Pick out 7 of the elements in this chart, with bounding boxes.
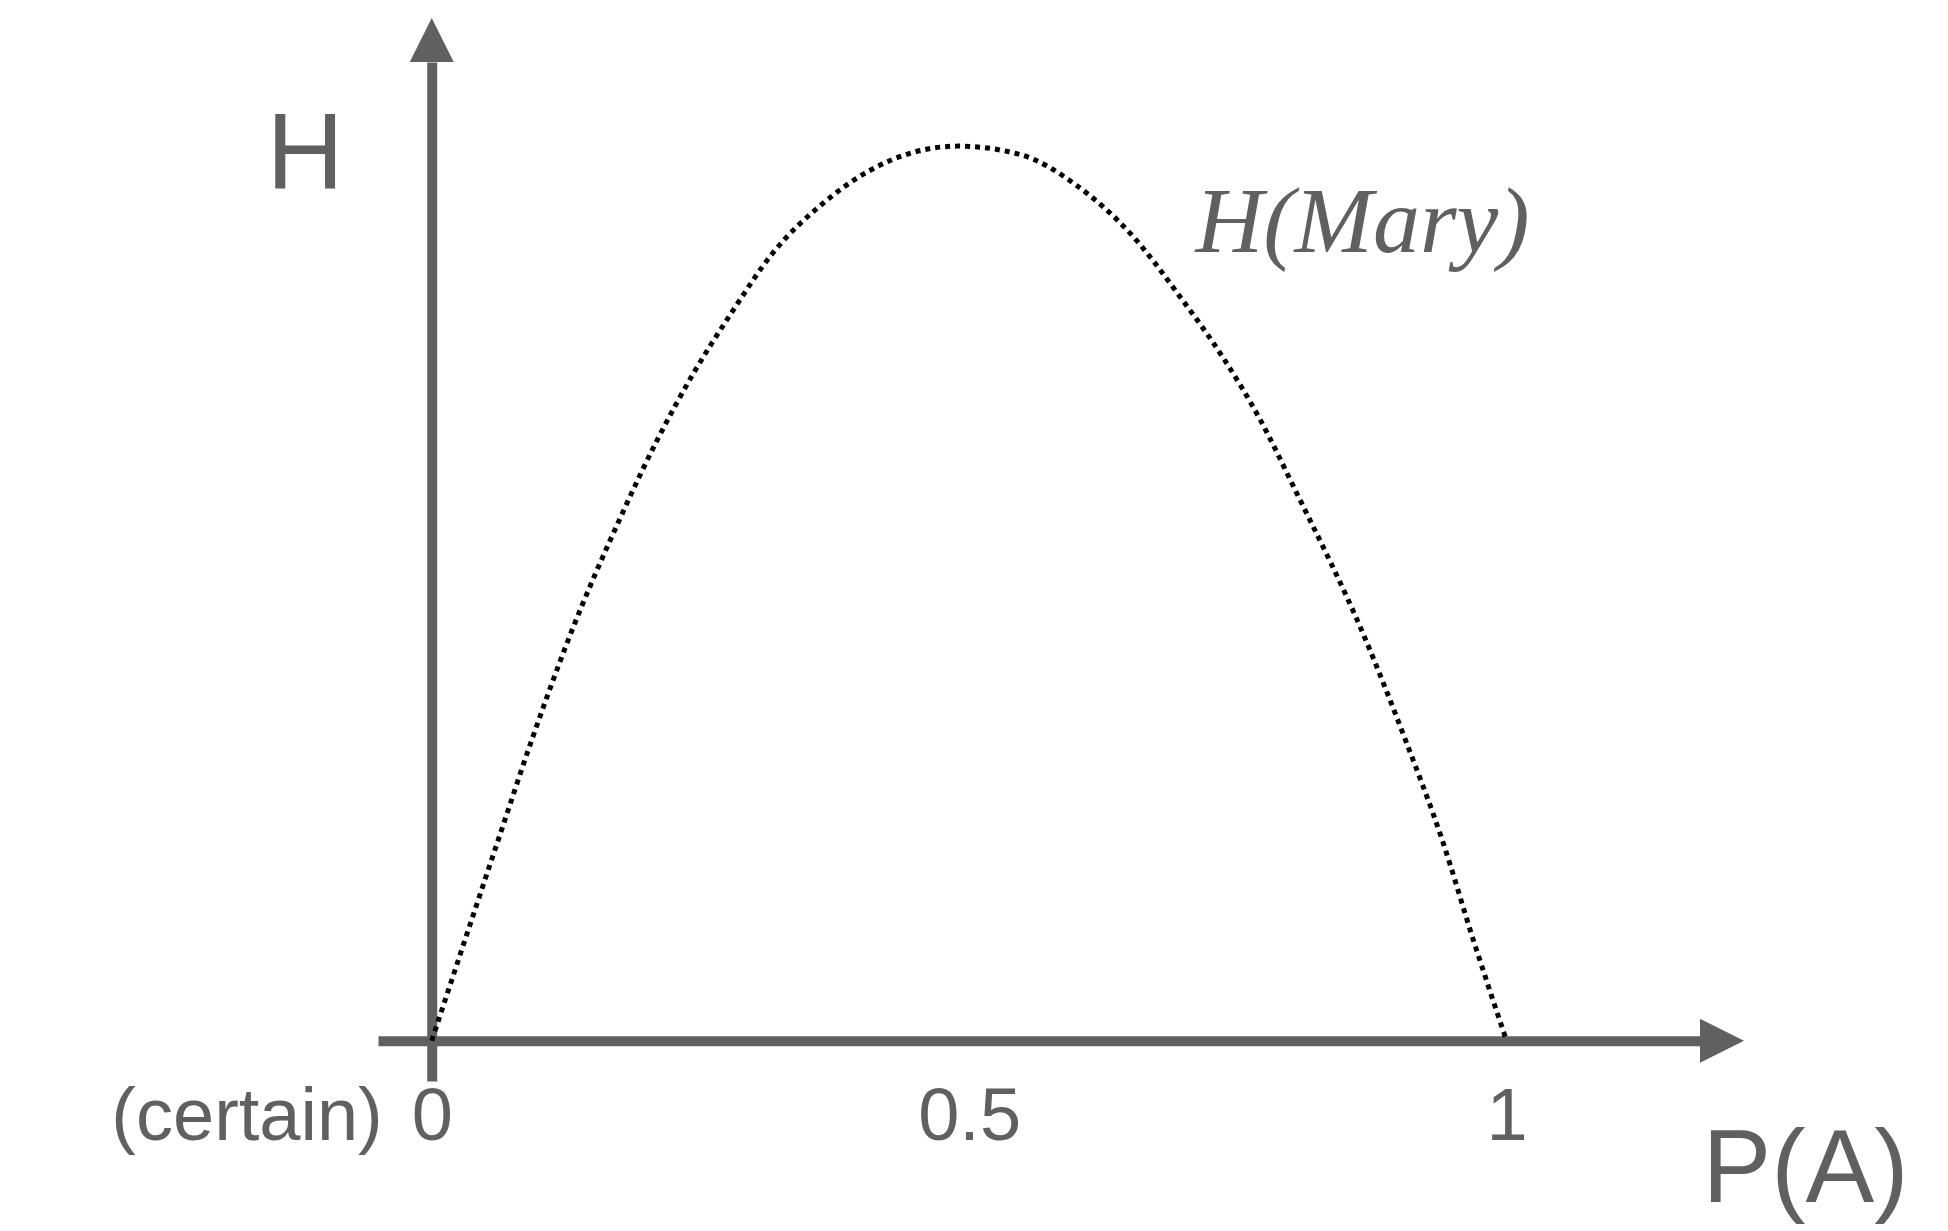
x-tick-label: 1 [1486, 1073, 1528, 1157]
x-axis-title: P(A) [1702, 1109, 1909, 1225]
y-axis-title: H [266, 90, 344, 211]
x-tick-label: 0 [411, 1073, 453, 1157]
text: (certain) [111, 1072, 383, 1156]
x-tick-label: 0.5 [918, 1073, 1022, 1157]
series-label: H(Mary) [1193, 167, 1530, 272]
